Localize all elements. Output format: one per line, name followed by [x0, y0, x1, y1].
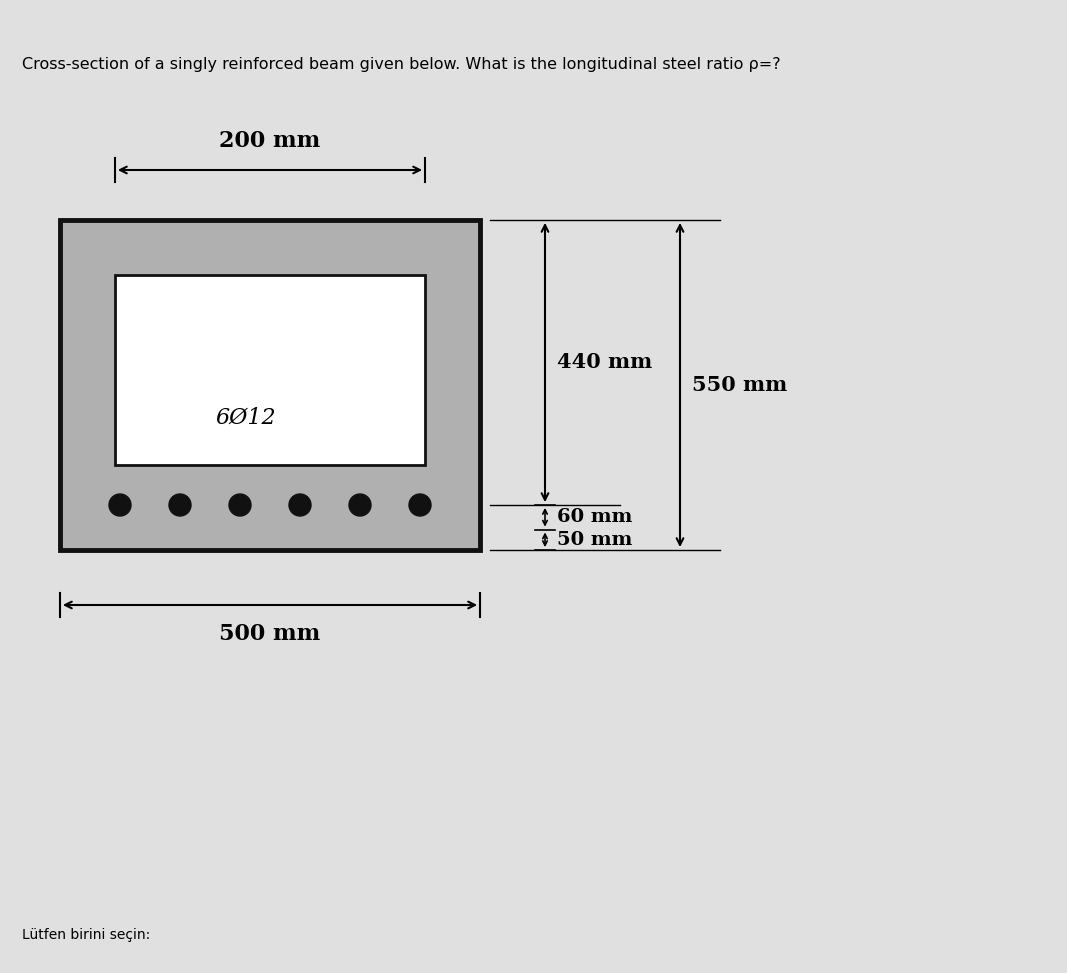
Circle shape [169, 494, 191, 516]
Text: 200 mm: 200 mm [220, 130, 320, 152]
Text: Lütfen birini seçin:: Lütfen birini seçin: [22, 928, 150, 942]
Circle shape [229, 494, 251, 516]
Circle shape [349, 494, 371, 516]
Text: 6Ø12: 6Ø12 [214, 407, 275, 428]
Text: 50 mm: 50 mm [557, 531, 633, 549]
Text: Cross-section of a singly reinforced beam given below. What is the longitudinal : Cross-section of a singly reinforced bea… [22, 57, 781, 73]
Circle shape [109, 494, 131, 516]
Text: 440 mm: 440 mm [557, 352, 652, 373]
Circle shape [409, 494, 431, 516]
Text: 500 mm: 500 mm [220, 623, 320, 645]
Text: 60 mm: 60 mm [557, 508, 633, 526]
Bar [60, 220, 480, 550]
Circle shape [289, 494, 310, 516]
Text: 550 mm: 550 mm [692, 375, 787, 395]
Bar [115, 275, 425, 465]
